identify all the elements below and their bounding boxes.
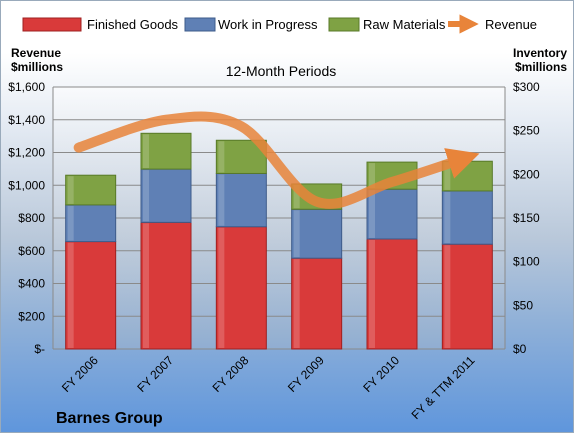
bar-highlight	[218, 227, 225, 348]
left-axis-title: Revenue $millions	[11, 46, 63, 74]
legend-swatch-raw-materials	[328, 17, 360, 32]
left-tick-label: $1,600	[8, 80, 45, 94]
bar-highlight	[293, 259, 300, 348]
left-axis-ticks: $- $200 $400 $600 $800 $1,000 $1,200 $1,400 $1,6…	[8, 80, 45, 356]
bar-highlight	[218, 141, 225, 173]
right-tick-label: $150	[513, 211, 540, 225]
x-tick-label: FY 2009	[285, 353, 327, 395]
bar-work-in-progress	[291, 208, 343, 259]
gridlines	[52, 86, 506, 350]
bar-finished-goods	[291, 257, 343, 350]
right-axis-title: Inventory $millions	[513, 46, 567, 74]
bar-finished-goods	[65, 241, 117, 350]
bar-finished-goods	[366, 238, 418, 350]
bar-highlight	[369, 190, 375, 238]
right-tick-label: $100	[513, 255, 540, 269]
right-tick-label: $200	[513, 167, 540, 181]
bar-highlight	[67, 242, 74, 348]
bar-highlight	[293, 210, 300, 258]
left-tick-label: $600	[18, 244, 45, 258]
bar-raw-materials	[65, 174, 117, 206]
legend-swatch-finished-goods	[22, 17, 82, 32]
chart-title: 12-Month Periods	[226, 63, 337, 79]
bar-highlight	[444, 191, 451, 244]
left-tick-label: $1,400	[8, 113, 45, 127]
bar-highlight	[67, 205, 74, 241]
right-tick-label: $300	[513, 80, 540, 94]
legend-label-raw-materials: Raw Materials	[363, 17, 446, 32]
bar-highlight	[143, 170, 149, 222]
legend: Finished Goods Work in Progress Raw Mate…	[22, 14, 537, 34]
right-axis-ticks: $0 $50 $100 $150 $200 $250 $300	[513, 80, 540, 356]
right-tick-label: $50	[513, 298, 533, 312]
left-tick-label: $400	[18, 277, 45, 291]
left-tick-label: $1,000	[8, 178, 45, 192]
bar-highlight	[369, 239, 375, 348]
bar-highlight	[444, 245, 451, 348]
legend-swatch-work-in-progress	[184, 17, 216, 32]
x-tick-label: FY 2007	[134, 353, 176, 395]
bar-highlight	[293, 184, 300, 209]
bar-work-in-progress	[441, 190, 493, 245]
left-tick-label: $800	[18, 211, 45, 225]
left-tick-label: $-	[34, 342, 45, 356]
bar-raw-materials	[140, 132, 192, 170]
legend-label-work-in-progress: Work in Progress	[218, 17, 318, 32]
revenue-line	[73, 111, 480, 209]
company-name: Barnes Group	[56, 410, 163, 427]
x-tick-label: FY & TTM 2011	[409, 353, 478, 422]
revenue-line-group	[73, 111, 480, 209]
bars	[65, 132, 493, 350]
legend-label-finished-goods: Finished Goods	[87, 17, 179, 32]
x-tick-label: FY 2008	[210, 353, 252, 395]
bar-work-in-progress	[65, 204, 117, 243]
legend-label-revenue: Revenue	[485, 17, 537, 32]
bar-finished-goods	[140, 221, 192, 350]
x-tick-label: FY 2010	[360, 353, 402, 395]
right-tick-label: $250	[513, 124, 540, 138]
bar-highlight	[369, 163, 375, 189]
left-tick-label: $1,200	[8, 146, 45, 160]
bar-finished-goods	[441, 243, 493, 350]
x-tick-label: FY 2006	[59, 353, 101, 395]
right-tick-label: $0	[513, 342, 527, 356]
bar-highlight	[218, 174, 225, 226]
bar-highlight	[143, 223, 149, 348]
bar-highlight	[67, 176, 74, 204]
left-tick-label: $200	[18, 309, 45, 323]
bar-highlight	[143, 134, 149, 169]
bar-work-in-progress	[366, 188, 418, 240]
